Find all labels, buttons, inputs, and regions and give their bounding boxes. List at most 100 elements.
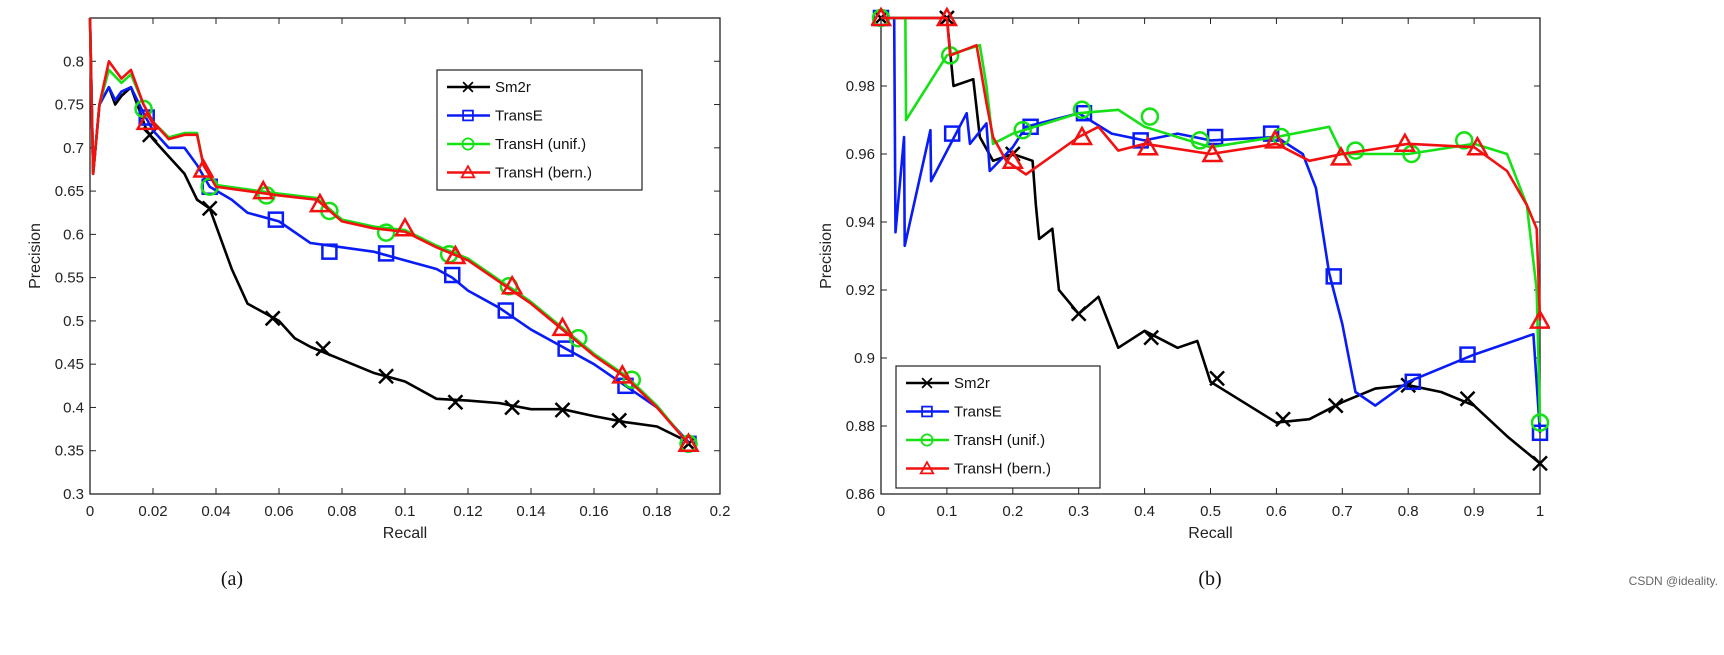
data-point-marker [201,200,218,217]
y-tick-label: 0.92 [846,282,875,299]
data-point-marker [377,245,395,262]
data-point-marker [192,157,215,178]
chart-b: 0 0.1 0.2 0.3 0.4 0.5 0.6 0.7 0.8 0.9 1 0.86 0.88 0.9… [818,6,1550,590]
y-tick-label: 0.6 [63,226,84,243]
data-point-marker [1532,455,1548,472]
data-point-marker [135,110,158,131]
legend-marker [462,81,474,93]
x-tick-label: 0.16 [579,503,608,520]
legend-marker [919,460,935,475]
data-point-marker [1143,329,1160,346]
x-tick-label: 0.06 [264,503,293,520]
data-point-marker [1072,100,1092,120]
data-point-marker [943,125,961,142]
data-point-marker [1070,125,1094,146]
x-tick-label: 0.4 [1134,503,1155,520]
y-axis-label: Precision [27,223,44,289]
legend-label: TransH (unif.) [495,136,586,153]
data-point-marker [569,328,588,348]
data-point-marker [1530,413,1550,432]
legend-label: TransE [954,404,1002,421]
series-line [88,17,690,445]
y-tick-label: 0.98 [846,78,875,95]
legend: Sm2r TransE TransH (unif.) TransH (bern.) [895,365,1101,489]
data-point-marker [557,340,574,357]
data-point-marker [1466,135,1489,156]
data-point-marker [1201,142,1224,163]
data-point-marker [554,402,571,418]
data-point-marker [1531,424,1549,442]
y-tick-label: 0.55 [55,270,84,287]
data-point-marker [308,192,332,213]
data-point-marker [1329,145,1353,166]
y-tick-label: 0.75 [55,97,84,114]
x-tick-label: 0.12 [453,503,482,520]
chart-caption: (b) [1198,568,1221,590]
data-point-marker [1209,370,1225,387]
data-point-marker [447,394,464,411]
data-point-marker [1528,309,1550,329]
data-point-marker [1263,128,1287,149]
data-point-marker [1459,346,1476,363]
data-point-marker [141,126,158,143]
x-tick-label: 0.6 [1266,503,1287,520]
data-point-marker [500,274,524,295]
y-tick-label: 0.3 [63,486,84,503]
y-tick-label: 0.5 [63,313,84,330]
series-transh-bern- [88,17,700,453]
legend-label: Sm2r [495,79,531,96]
x-tick-label: 0.3 [1068,503,1089,520]
series-sm2r [88,17,697,452]
legend-marker [920,433,934,447]
data-point-marker [376,223,396,242]
y-tick-label: 0.88 [846,418,875,435]
data-point-marker [1454,131,1474,150]
data-point-marker [1001,149,1024,170]
legend-label: Sm2r [954,375,990,392]
x-tick-label: 0.18 [642,503,671,520]
data-point-marker [611,363,634,384]
data-point-marker [1327,397,1344,414]
chart-caption: (a) [221,568,243,590]
data-point-marker [622,370,642,390]
data-point-marker [1136,135,1160,156]
data-point-marker [1275,411,1291,428]
data-point-marker [1190,131,1210,150]
data-point-marker [1404,373,1422,391]
x-tick-label: 0.9 [1464,503,1485,520]
legend-marker [460,164,476,179]
series-line [88,17,690,444]
x-tick-label: 0.02 [138,503,167,520]
data-point-marker [1070,305,1087,322]
y-tick-label: 0.65 [55,183,84,200]
x-tick-label: 0.1 [395,503,416,520]
legend-label: TransH (bern.) [954,461,1051,478]
legend: Sm2r TransE TransH (unif.) TransH (bern.) [436,69,643,191]
data-point-marker [393,216,417,237]
y-axis-label: Precision [818,223,835,289]
y-tick-label: 0.94 [846,214,875,231]
data-point-marker [871,6,893,27]
series-line [88,17,690,443]
x-axis-label: Recall [383,525,427,542]
data-point-marker [1206,128,1224,146]
x-tick-label: 0.7 [1332,503,1353,520]
legend-label: TransH (unif.) [954,432,1045,449]
data-point-marker [264,310,281,327]
data-point-marker [378,368,394,385]
y-tick-label: 0.9 [854,350,875,367]
series-line [881,16,1542,321]
legend-marker [462,109,474,122]
series-line [88,17,690,445]
data-point-marker [252,179,275,200]
y-tick-label: 0.8 [63,53,84,70]
x-tick-label: 0 [86,503,94,520]
data-point-marker [1013,120,1032,140]
data-point-marker [1393,132,1417,153]
x-axis-label: Recall [1188,525,1232,542]
legend-label: TransH (bern.) [495,165,592,182]
series-transh-bern- [871,6,1550,329]
series-line [881,16,1542,433]
legend-marker [461,137,475,151]
